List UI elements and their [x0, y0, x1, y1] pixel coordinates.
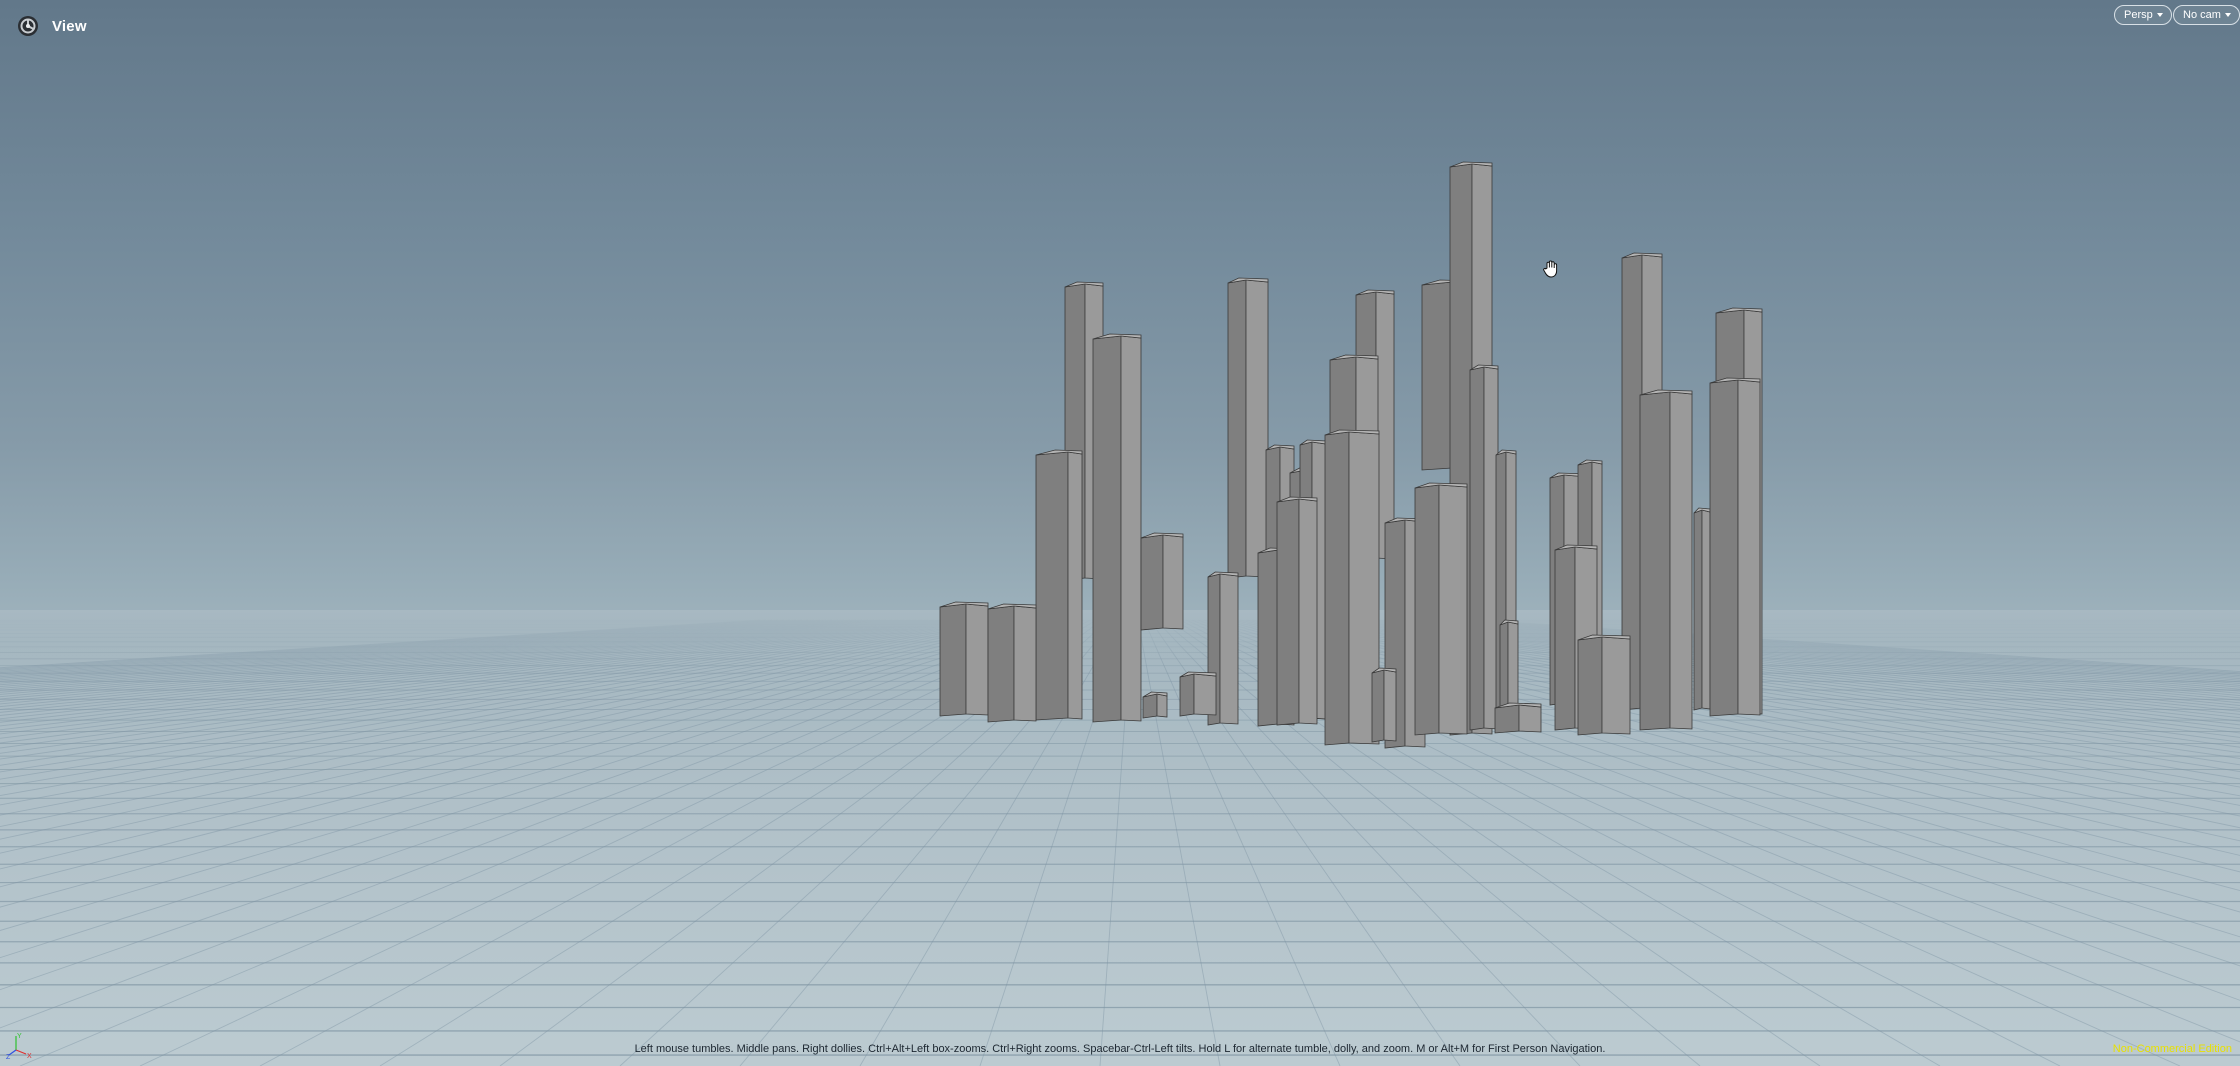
building-block	[1693, 507, 1711, 711]
projection-menu-label: Persp	[2124, 9, 2153, 21]
axis-y-label: Y	[17, 1033, 22, 1040]
viewer-label: View	[14, 14, 87, 38]
building-block	[1639, 389, 1693, 731]
axis-x-label: X	[27, 1053, 32, 1060]
projection-menu-button[interactable]: Persp	[2114, 5, 2172, 25]
building-block	[1179, 671, 1217, 717]
building-block	[1142, 691, 1168, 719]
camera-menu-button[interactable]: No cam	[2173, 5, 2240, 25]
building-block	[1709, 377, 1761, 717]
building-group	[939, 161, 1763, 749]
building-block	[1499, 619, 1519, 721]
edition-label: Non-Commercial Edition	[2112, 1043, 2232, 1055]
building-block	[1414, 482, 1468, 736]
building-block	[1092, 333, 1142, 723]
building-block	[1276, 496, 1318, 726]
building-block	[1140, 532, 1184, 631]
camera-menu-label: No cam	[2183, 9, 2221, 21]
building-block	[1577, 634, 1631, 736]
building-block	[1469, 364, 1499, 731]
chevron-down-icon	[2156, 13, 2163, 18]
pan-hand-icon	[1543, 260, 1558, 278]
axis-z-label: Z	[6, 1054, 11, 1060]
building-block	[939, 601, 989, 717]
viewport-help-text: Left mouse tumbles. Middle pans. Right d…	[634, 1043, 1606, 1055]
axis-gizmo: Y Z X	[6, 1033, 32, 1060]
viewer-title: View	[52, 17, 87, 35]
building-block	[1371, 667, 1397, 743]
building-block	[987, 603, 1037, 723]
building-block	[1035, 449, 1083, 721]
chevron-down-icon	[2224, 13, 2231, 18]
building-block	[1494, 702, 1542, 734]
houdini-logo-icon[interactable]	[14, 14, 42, 38]
building-block	[1227, 277, 1269, 579]
building-block	[1324, 429, 1380, 746]
